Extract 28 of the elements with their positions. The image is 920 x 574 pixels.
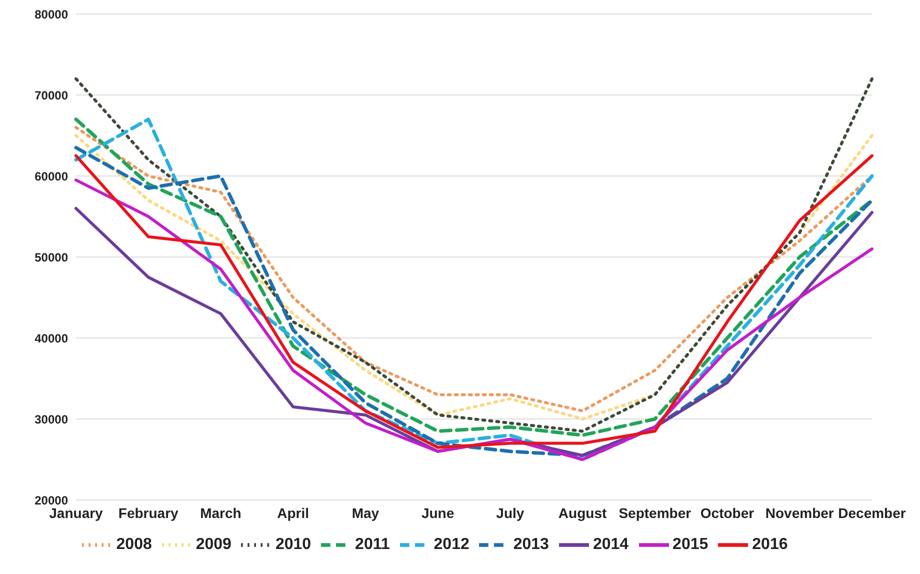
y-tick-label: 60000	[34, 169, 68, 184]
y-tick-label: 80000	[34, 7, 68, 22]
y-tick-label: 70000	[34, 88, 68, 102]
legend-label: 2014	[592, 536, 629, 554]
y-tick-label: 40000	[34, 331, 68, 346]
legend-label: 2015	[672, 536, 708, 554]
y-tick-label: 30000	[34, 412, 68, 426]
y-tick-label: 20000	[34, 493, 68, 508]
x-tick-label: April	[277, 504, 310, 521]
legend-label: 2009	[196, 536, 232, 554]
x-tick-label: August	[558, 504, 607, 521]
x-tick-label: March	[200, 504, 242, 521]
legend-label: 2008	[116, 536, 152, 554]
x-tick-label: June	[421, 504, 454, 521]
legend-label: 2012	[434, 536, 470, 554]
legend-label: 2016	[752, 536, 788, 554]
legend-label: 2013	[513, 536, 549, 554]
y-tick-label: 50000	[34, 250, 68, 264]
x-tick-label: July	[496, 504, 524, 521]
x-tick-label: November	[765, 504, 834, 521]
x-tick-label: September	[618, 504, 692, 521]
x-tick-label: January	[49, 504, 104, 521]
legend-label: 2011	[355, 536, 390, 554]
x-tick-label: February	[118, 504, 179, 521]
legend-label: 2010	[275, 536, 312, 554]
x-tick-label: May	[352, 504, 380, 521]
x-tick-label: October	[700, 504, 755, 521]
x-tick-label: December	[838, 504, 906, 521]
